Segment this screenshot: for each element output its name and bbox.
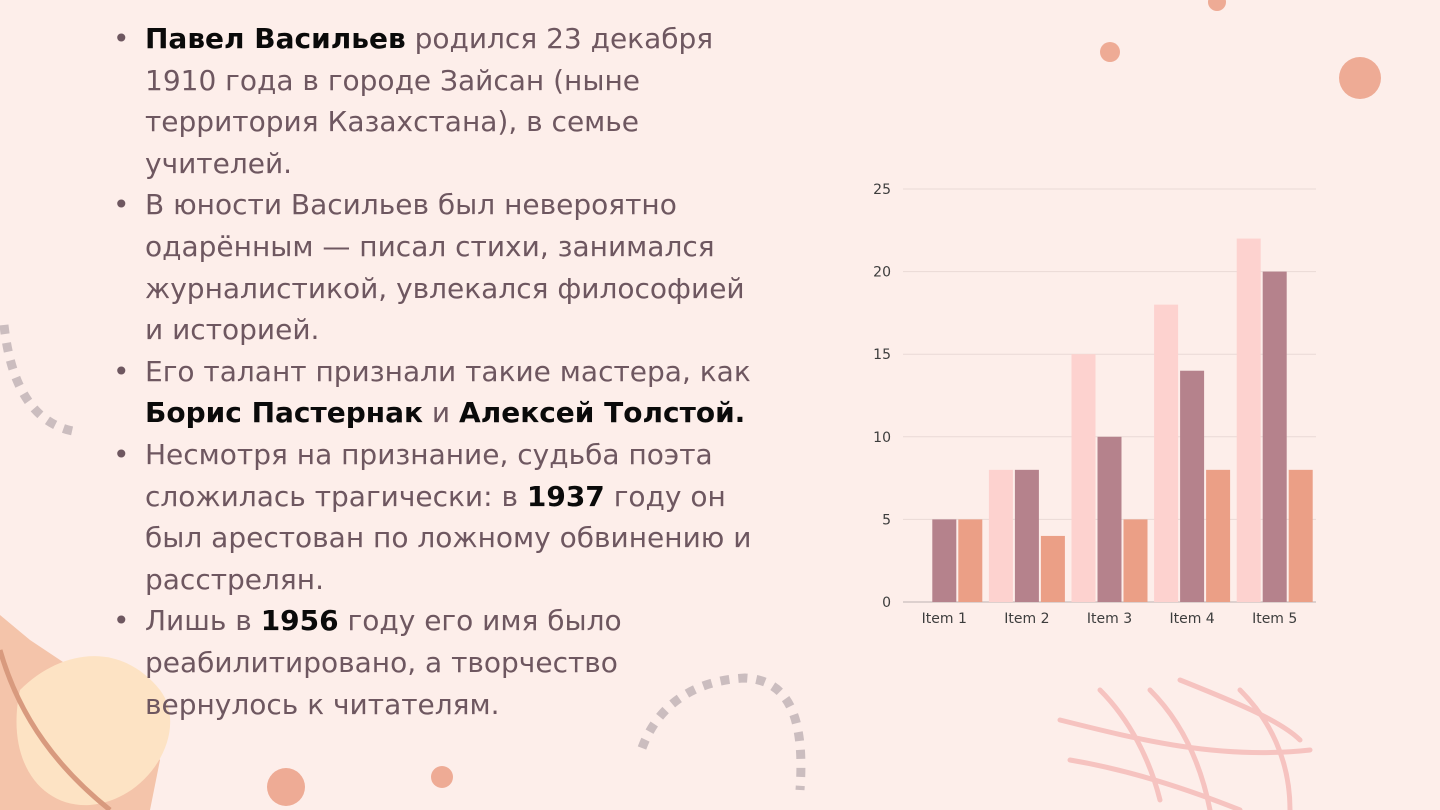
bullet-text-bold: 1937 — [526, 479, 605, 513]
x-tick-label: Item 5 — [1252, 611, 1297, 627]
y-tick-label: 0 — [882, 595, 891, 611]
chart-x-ticks: Item 1 Item 2 Item 3 Item 4 Item 5 — [922, 611, 1298, 627]
bullet-text: году его имя было реабилитировано, а тво… — [145, 604, 622, 721]
deco-dot — [1339, 57, 1381, 99]
deco-dot — [431, 766, 453, 788]
bullet-text: Несмотря на признание, судьба поэта слож… — [145, 437, 713, 513]
deco-dotted-arc — [0, 324, 79, 437]
x-tick-label: Item 3 — [1087, 611, 1132, 627]
deco-stem — [0, 649, 112, 810]
bullet-item: Несмотря на признание, судьба поэта слож… — [112, 434, 752, 600]
bullet-text-bold: Павел Васильев — [145, 22, 406, 55]
bar — [988, 469, 1013, 602]
bar — [958, 519, 983, 602]
bullet-text: В юности Васильев был невероятно одарённ… — [145, 188, 745, 347]
bullet-text-bold: Борис Пастернак — [145, 396, 424, 430]
chart-bars — [932, 238, 1313, 602]
bullet-text: году он был арестован по ложному обвинен… — [145, 479, 752, 596]
deco-dot — [1208, 0, 1226, 11]
bar — [932, 519, 957, 602]
bullet-item: Его талант признали такие мастера, как Б… — [112, 351, 752, 434]
y-tick-label: 20 — [873, 265, 891, 281]
bar — [1040, 535, 1065, 602]
y-tick-label: 15 — [873, 347, 891, 363]
bar — [1097, 436, 1122, 602]
chart-y-ticks: 0 5 10 15 20 25 — [873, 182, 891, 611]
deco-dot — [1100, 42, 1120, 62]
bullet-text-bold: 1956 — [260, 604, 339, 638]
bar — [1262, 271, 1287, 602]
y-tick-label: 10 — [873, 430, 891, 446]
bullet-text: и — [423, 396, 460, 430]
bullet-text: родился 23 декабря 1910 года в городе За… — [145, 22, 714, 180]
x-tick-label: Item 1 — [922, 611, 967, 627]
bullet-text-bold: Алексей Толстой. — [459, 396, 746, 430]
bullet-item: Павел Васильев родился 23 декабря 1910 г… — [112, 18, 752, 184]
bullet-item: Лишь в 1956 году его имя было реабилитир… — [112, 600, 752, 725]
bullet-text: Его талант признали такие мастера, как — [145, 354, 751, 388]
bar — [1071, 354, 1096, 602]
bullet-item: В юности Васильев был невероятно одарённ… — [112, 184, 752, 350]
bar — [1014, 469, 1039, 602]
bar — [1180, 370, 1205, 602]
bar — [1206, 469, 1231, 602]
y-tick-label: 5 — [882, 512, 891, 528]
x-tick-label: Item 2 — [1004, 611, 1049, 627]
x-tick-label: Item 4 — [1169, 611, 1214, 627]
deco-dot — [267, 768, 305, 806]
deco-leaf — [1057, 677, 1313, 810]
bullet-list: Павел Васильев родился 23 декабря 1910 г… — [112, 18, 752, 725]
bar — [1123, 519, 1148, 602]
bullet-text: Лишь в — [145, 604, 261, 638]
y-tick-label: 25 — [873, 182, 891, 198]
bar — [1288, 469, 1313, 602]
bar — [1236, 238, 1261, 602]
bar — [1154, 304, 1179, 602]
